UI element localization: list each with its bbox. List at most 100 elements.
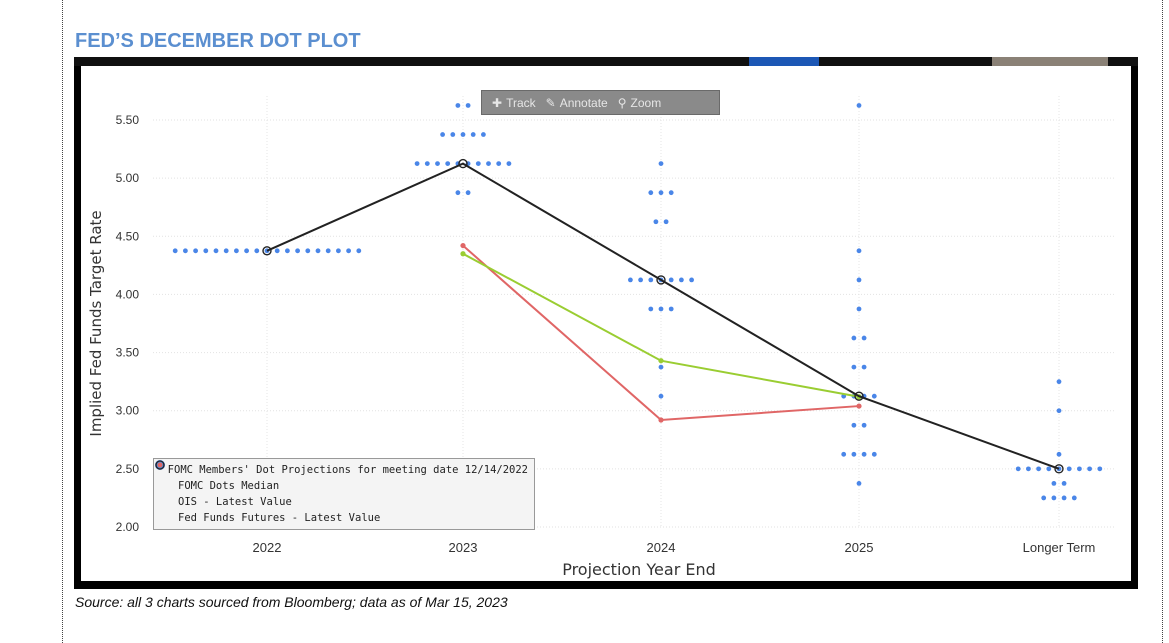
fomc-dot — [851, 451, 857, 457]
fomc-dot — [183, 248, 188, 254]
fomc-dot — [435, 161, 440, 167]
y-tick-label: 4.50 — [116, 229, 140, 243]
fomc-dot — [1066, 466, 1072, 472]
fomc-dot — [1061, 495, 1067, 501]
fomc-dot — [679, 277, 684, 283]
fomc-dot — [861, 335, 867, 341]
bloomberg-chart-frame: 2.00 2.50 3.00 3.50 4.00 4.50 5.00 5.50 2022 2023… — [74, 57, 1138, 589]
y-tick-label: 2.00 — [116, 520, 140, 534]
chart-legend: FOMC Members' Dot Projections for meetin… — [153, 458, 535, 530]
y-tick-label: 4.00 — [116, 287, 140, 301]
fomc-dot — [440, 132, 445, 137]
fomc-dot — [658, 306, 664, 312]
fomc-dot — [663, 219, 669, 225]
fomc-dot — [861, 451, 867, 457]
chart-top-bar — [74, 57, 1138, 66]
fomc-dot — [455, 190, 461, 196]
fomc-dot — [648, 306, 654, 312]
x-axis-label: Projection Year End — [562, 560, 716, 579]
fed-funds-futures-marker — [658, 417, 664, 423]
fomc-dot — [851, 364, 857, 370]
fomc-dot — [450, 132, 456, 137]
median-marker — [854, 391, 864, 401]
fomc-dot — [856, 103, 862, 108]
legend-item-ois: OIS - Latest Value — [157, 462, 528, 510]
fomc-dot — [244, 248, 250, 254]
fomc-dot — [346, 248, 351, 254]
fomc-dot — [856, 248, 862, 254]
x-tick-label: 2023 — [449, 540, 478, 555]
fomc-dot — [213, 248, 219, 254]
fomc-dot — [285, 248, 290, 254]
zoom-label: Zoom — [630, 95, 662, 110]
fomc-dot — [506, 161, 512, 167]
fomc-dot — [668, 190, 674, 196]
ois-marker — [460, 251, 466, 257]
page-border-left — [62, 0, 63, 643]
legend-label: FOMC Dots Median — [178, 480, 280, 492]
x-tick-label: Longer Term — [1023, 540, 1096, 555]
fomc-dot — [1077, 466, 1082, 472]
annotate-button[interactable]: ✎ Annotate — [546, 96, 608, 110]
legend-item-dots: FOMC Members' Dot Projections for meetin… — [155, 460, 528, 478]
fomc-dot — [315, 248, 321, 254]
median-marker — [656, 275, 666, 285]
fomc-dot — [668, 306, 674, 312]
annotate-label: Annotate — [559, 95, 608, 110]
magnifier-icon: ⚲ — [617, 95, 627, 110]
fomc-dot — [689, 277, 694, 283]
fomc-dot — [1071, 495, 1077, 501]
zoom-button[interactable]: ⚲ Zoom — [618, 96, 661, 110]
fomc-dot — [658, 364, 664, 370]
y-tick-label: 5.00 — [116, 171, 140, 185]
fomc-dot — [658, 190, 664, 196]
fomc-dot — [172, 248, 178, 254]
y-tick-label: 3.50 — [116, 346, 140, 360]
y-tick-label: 5.50 — [116, 113, 140, 127]
top-bar-button[interactable] — [992, 57, 1108, 66]
fomc-dot — [861, 364, 867, 370]
fomc-dot — [445, 161, 451, 167]
fomc-dot — [465, 103, 471, 108]
median-marker — [262, 246, 272, 256]
fomc-dot — [481, 132, 486, 137]
fomc-dot — [1061, 480, 1067, 486]
fomc-dot — [486, 161, 491, 167]
fomc-dot — [460, 132, 466, 137]
y-tick-label: 3.00 — [116, 404, 140, 418]
y-tick-label: 2.50 — [116, 462, 140, 476]
fomc-dot — [653, 219, 659, 225]
fomc-dot — [1087, 466, 1092, 472]
source-note: Source: all 3 charts sourced from Bloomb… — [75, 594, 508, 610]
legend-label: Fed Funds Futures - Latest Value — [178, 512, 381, 524]
dot-plot-chart: 2.00 2.50 3.00 3.50 4.00 4.50 5.00 5.50 2022 2023… — [87, 96, 1116, 579]
fomc-dot — [1041, 495, 1047, 501]
fomc-dot — [1051, 480, 1057, 486]
median-marker — [1054, 464, 1064, 474]
fomc-dot — [295, 248, 300, 254]
fomc-dot — [414, 161, 420, 167]
legend-label: FOMC Members' Dot Projections for meetin… — [167, 464, 528, 476]
fomc-dot — [638, 277, 643, 283]
page-border-right — [1162, 0, 1163, 643]
top-bar-tab-highlight[interactable] — [749, 57, 819, 66]
page-title: FED’S DECEMBER DOT PLOT — [75, 30, 361, 52]
ois-marker — [658, 358, 664, 364]
track-button[interactable]: ✚ Track — [492, 96, 536, 110]
fomc-dot — [1046, 466, 1052, 472]
fomc-dot — [1051, 495, 1057, 501]
plot-area: 2.00 2.50 3.00 3.50 4.00 4.50 5.00 5.50 2022 2023… — [81, 66, 1131, 581]
median-marker — [458, 158, 468, 169]
fomc-dot — [325, 248, 331, 254]
fomc-dot — [305, 248, 311, 254]
fed-funds-futures-marker — [856, 403, 862, 409]
fomc-dot — [336, 248, 341, 254]
fomc-dot — [851, 335, 857, 341]
fomc-dot — [856, 306, 862, 312]
legend-item-median: FOMC Dots Median — [155, 460, 528, 494]
fomc-dot — [254, 248, 260, 254]
fomc-dot — [658, 161, 664, 167]
fomc-dot — [1097, 466, 1103, 472]
fomc-dot — [223, 248, 229, 254]
fomc-dot — [274, 248, 280, 254]
